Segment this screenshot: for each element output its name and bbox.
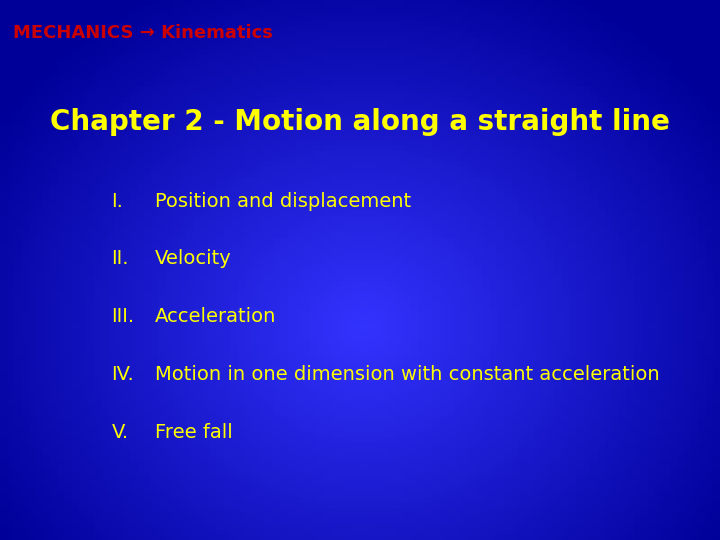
Text: I.: I. [112, 192, 123, 211]
Text: Position and displacement: Position and displacement [155, 192, 411, 211]
Text: Free fall: Free fall [155, 423, 233, 442]
Text: Motion in one dimension with constant acceleration: Motion in one dimension with constant ac… [155, 365, 660, 384]
Text: MECHANICS → Kinematics: MECHANICS → Kinematics [13, 24, 273, 42]
Text: IV.: IV. [112, 365, 135, 384]
Text: Chapter 2 - Motion along a straight line: Chapter 2 - Motion along a straight line [50, 108, 670, 136]
Text: II.: II. [112, 249, 129, 268]
Text: Acceleration: Acceleration [155, 307, 276, 326]
Text: V.: V. [112, 423, 129, 442]
Text: III.: III. [112, 307, 135, 326]
Text: Velocity: Velocity [155, 249, 232, 268]
